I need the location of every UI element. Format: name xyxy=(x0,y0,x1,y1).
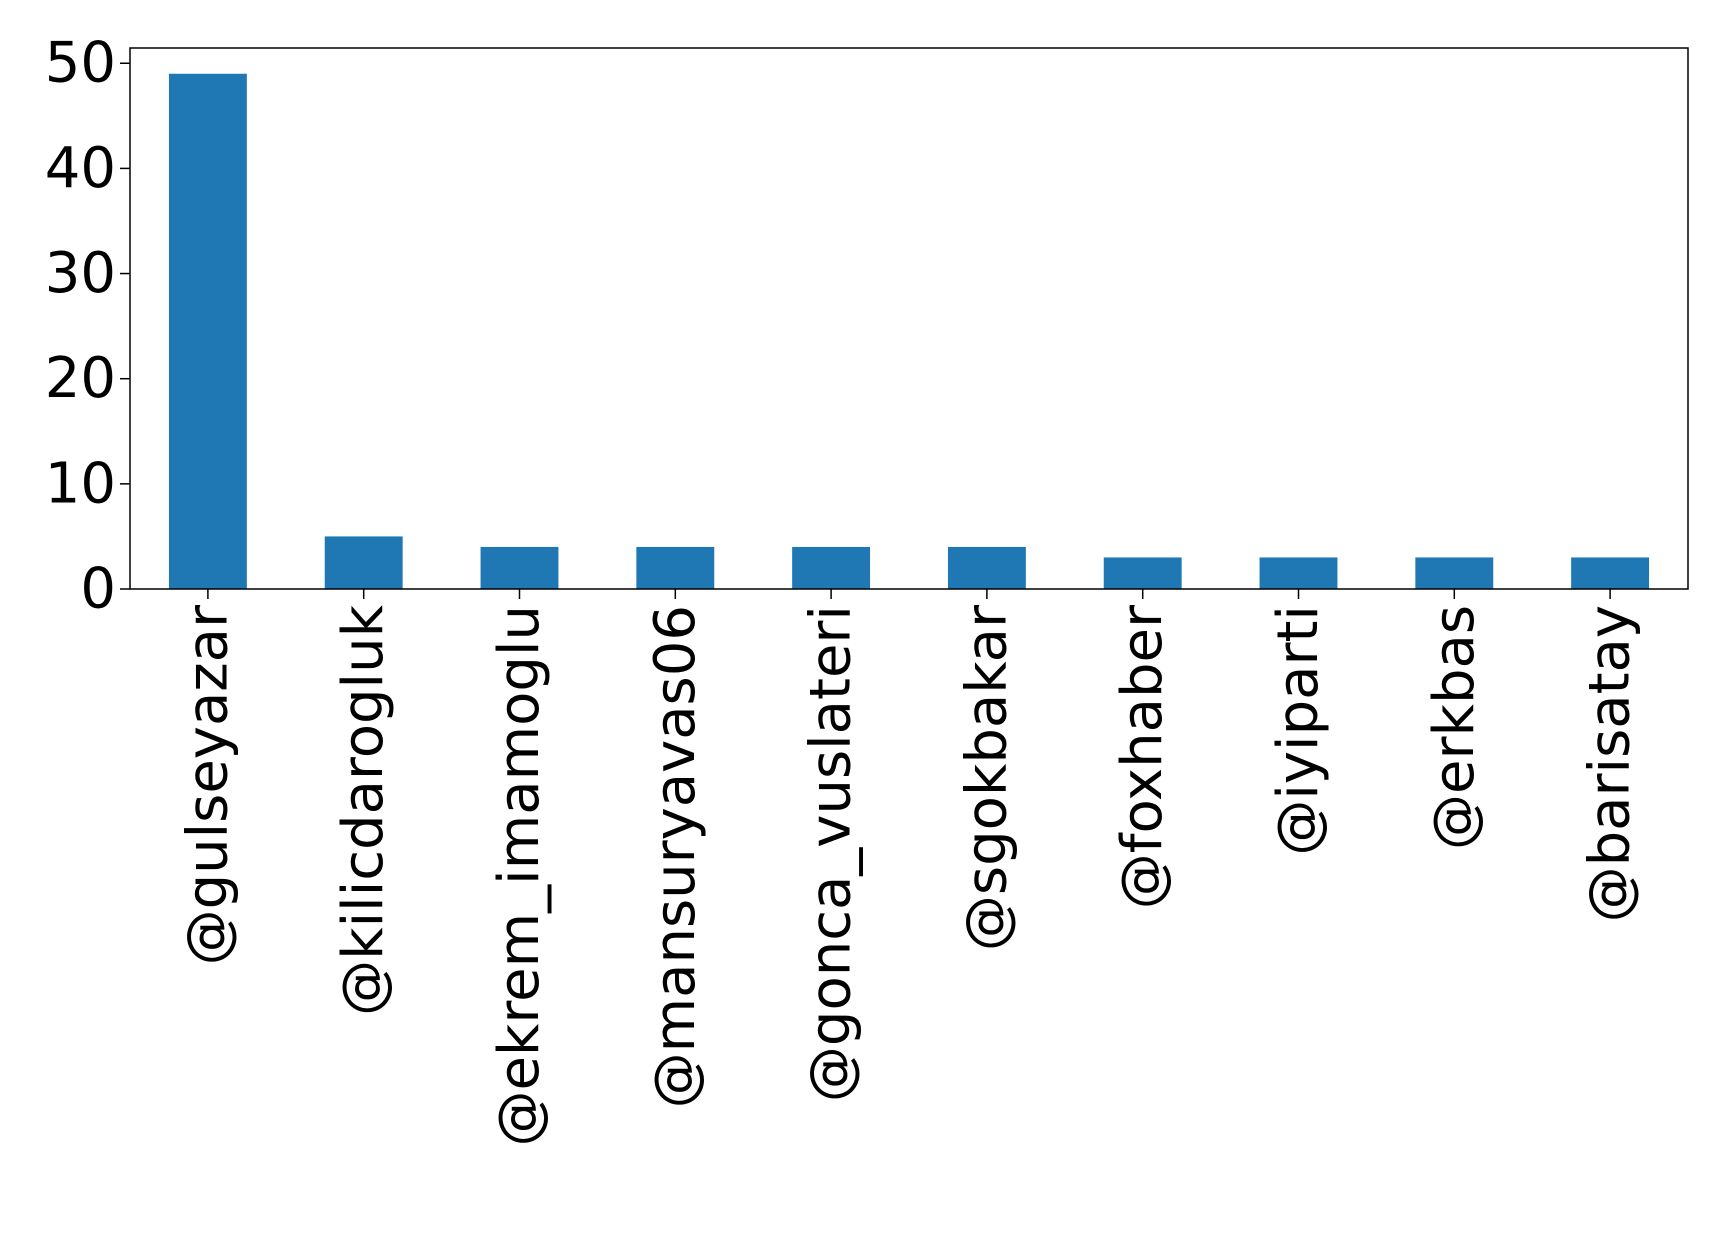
x-tick-label: @foxhaber xyxy=(1110,604,1175,909)
x-tick-label: @kilicdarogluk xyxy=(331,604,396,1015)
bar-barisatay xyxy=(1571,557,1650,589)
x-tick-label: @erkbas xyxy=(1422,605,1487,850)
y-tick-label: 50 xyxy=(45,31,116,96)
y-tick-label: 10 xyxy=(45,451,116,516)
x-tick-label: @gonca_vuslateri xyxy=(799,605,864,1102)
x-tick-label: @mansuryavas06 xyxy=(643,605,708,1108)
bar-mansuryavas06 xyxy=(636,546,715,589)
bar-erkbas xyxy=(1415,557,1494,589)
y-tick-label: 0 xyxy=(80,557,116,622)
x-axis: @gulseyazar @kilicdarogluk @ekrem_imamoglu… xyxy=(175,589,1643,1147)
plot-frame xyxy=(129,47,1689,590)
bar-sgokbakar xyxy=(947,546,1026,589)
x-tick-label: @gulseyazar xyxy=(175,604,240,965)
x-tick-label: @ekrem_imamoglu xyxy=(487,605,552,1147)
bar-foxhaber xyxy=(1103,557,1182,589)
bar-gonca-vuslateri xyxy=(792,546,871,589)
bars-layer xyxy=(168,73,1650,589)
y-tick-label: 40 xyxy=(45,136,116,201)
bar-ekrem-imamoglu xyxy=(480,546,559,589)
y-tick-label: 20 xyxy=(45,346,116,411)
x-tick-label: @iyiparti xyxy=(1266,605,1331,856)
bar-kilicdarogluk xyxy=(324,536,403,589)
bar-iyiparti xyxy=(1259,557,1338,589)
y-tick-label: 30 xyxy=(45,241,116,306)
bar-gulseyazar xyxy=(168,73,247,589)
x-tick-label: @barisatay xyxy=(1578,605,1643,922)
x-tick-label: @sgokbakar xyxy=(954,604,1019,951)
y-axis: 0 10 20 30 40 50 xyxy=(45,31,130,622)
